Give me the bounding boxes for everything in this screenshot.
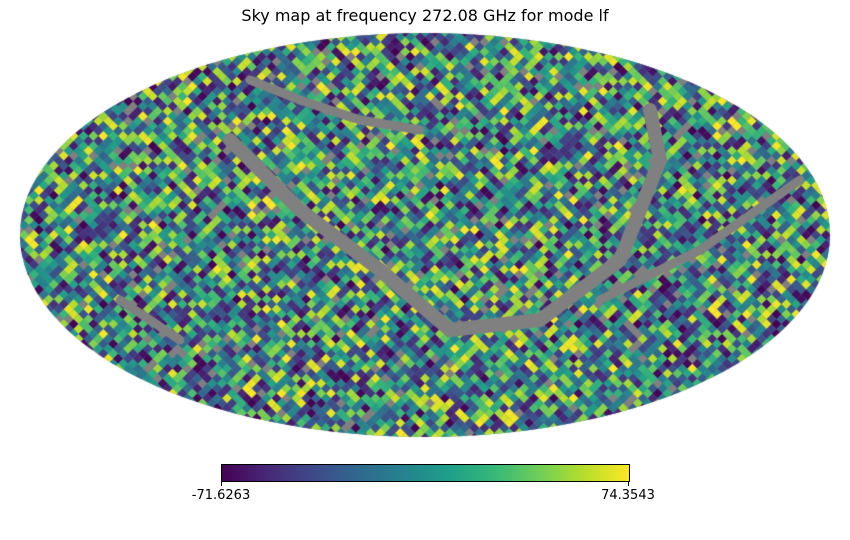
colorbar-max-label: 74.3543 xyxy=(601,488,655,503)
colorbar-tick-min xyxy=(221,481,222,486)
colorbar xyxy=(221,464,630,482)
chart-title: Sky map at frequency 272.08 GHz for mode… xyxy=(241,6,609,25)
mollweide-sky-map xyxy=(0,0,850,450)
colorbar-min-label: -71.6263 xyxy=(191,488,251,503)
colorbar-tick-max xyxy=(628,481,629,486)
